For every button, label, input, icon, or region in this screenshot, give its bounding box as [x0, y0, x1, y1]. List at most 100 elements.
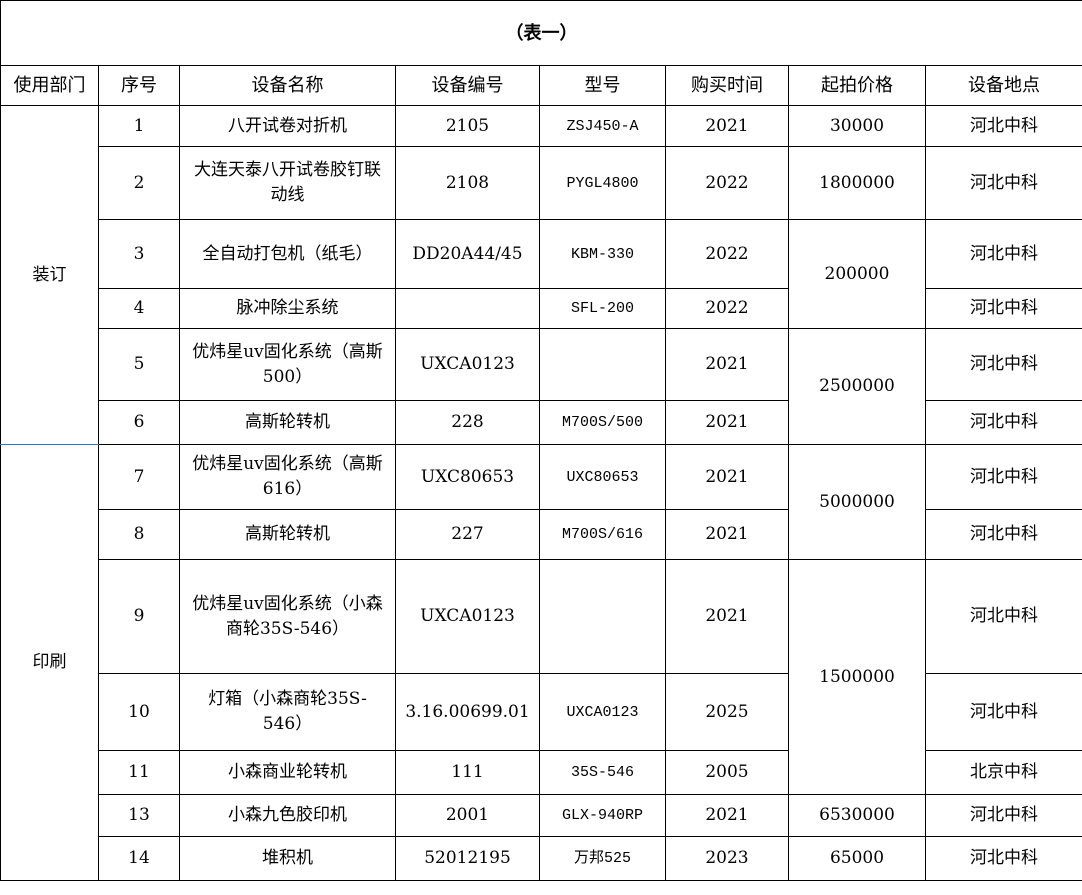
- column-header-5: 购买时间: [665, 65, 789, 106]
- purchase-year-cell: 2021: [665, 328, 789, 401]
- column-header-6: 起拍价格: [788, 65, 926, 106]
- model-cell: SFL-200: [539, 288, 666, 329]
- model-cell: M700S/616: [539, 509, 666, 560]
- column-header-7: 设备地点: [925, 65, 1082, 106]
- serial-number-cell: 14: [98, 836, 180, 881]
- location-cell: 河北中科: [925, 328, 1082, 401]
- starting-price-cell: 6530000: [788, 794, 926, 837]
- equipment-name-cell: 大连天泰八开试卷胶钉联动线: [179, 146, 396, 220]
- location-cell: 河北中科: [925, 836, 1082, 881]
- model-cell: [539, 559, 666, 674]
- purchase-year-cell: 2021: [665, 794, 789, 837]
- purchase-year-cell: 2022: [665, 219, 789, 289]
- table-row: 13 小森九色胶印机 2001 GLX-940RP 2021 6530000 河北中科: [1, 794, 1082, 837]
- location-cell: 河北中科: [925, 509, 1082, 560]
- location-cell: 河北中科: [925, 559, 1082, 674]
- purchase-year-cell: 2022: [665, 146, 789, 220]
- equipment-name-cell: 堆积机: [179, 836, 396, 881]
- purchase-year-cell: 2021: [665, 559, 789, 674]
- starting-price-cell: 1800000: [788, 146, 926, 220]
- serial-number-cell: 2: [98, 146, 180, 220]
- equipment-name-cell: 八开试卷对折机: [179, 105, 396, 147]
- serial-number-cell: 5: [98, 328, 180, 401]
- equipment-name-cell: 小森商业轮转机: [179, 750, 396, 795]
- model-cell: ZSJ450-A: [539, 105, 666, 147]
- table-row: 2 大连天泰八开试卷胶钉联动线 2108 PYGL4800 2022 1800000 河北中…: [1, 146, 1082, 220]
- equipment-code-cell: UXCA0123: [395, 328, 540, 401]
- equipment-code-cell: 3.16.00699.01: [395, 673, 540, 751]
- location-cell: 河北中科: [925, 288, 1082, 329]
- serial-number-cell: 3: [98, 219, 180, 289]
- equipment-code-cell: 111: [395, 750, 540, 795]
- serial-number-cell: 4: [98, 288, 180, 329]
- starting-price-cell: 2500000: [788, 328, 926, 445]
- equipment-code-cell: 228: [395, 400, 540, 445]
- table-row: 6 高斯轮转机 228 M700S/500 2021 河北中科: [1, 400, 1082, 445]
- location-cell: 北京中科: [925, 750, 1082, 795]
- purchase-year-cell: 2021: [665, 444, 789, 510]
- table-row: 4 脉冲除尘系统 SFL-200 2022 河北中科: [1, 288, 1082, 329]
- serial-number-cell: 8: [98, 509, 180, 560]
- equipment-code-cell: DD20A44/45: [395, 219, 540, 289]
- equipment-name-cell: 灯箱（小森商轮35S-546）: [179, 673, 396, 751]
- equipment-name-cell: 优炜星uv固化系统（小森商轮35S-546）: [179, 559, 396, 674]
- model-cell: [539, 328, 666, 401]
- starting-price-cell: 5000000: [788, 444, 926, 560]
- model-cell: 万邦525: [539, 836, 666, 881]
- serial-number-cell: 6: [98, 400, 180, 445]
- location-cell: 河北中科: [925, 673, 1082, 751]
- model-cell: M700S/500: [539, 400, 666, 445]
- table-row: 10 灯箱（小森商轮35S-546） 3.16.00699.01 UXCA0123 20…: [1, 673, 1082, 751]
- equipment-name-cell: 脉冲除尘系统: [179, 288, 396, 329]
- column-header-3: 设备编号: [395, 65, 540, 106]
- location-cell: 河北中科: [925, 105, 1082, 147]
- equipment-name-cell: 全自动打包机（纸毛）: [179, 219, 396, 289]
- equipment-name-cell: 优炜星uv固化系统（高斯500）: [179, 328, 396, 401]
- serial-number-cell: 13: [98, 794, 180, 837]
- column-header-4: 型号: [539, 65, 666, 106]
- table-row: 印刷 7 优炜星uv固化系统（高斯616） UXC80653 UXC80653 2021 5…: [0, 444, 1082, 881]
- table-row: 3 全自动打包机（纸毛） DD20A44/45 KBM-330 2022 200000 河北…: [1, 219, 1082, 329]
- table-row: 5 优炜星uv固化系统（高斯500） UXCA0123 2021 2500000 河北中科: [1, 328, 1082, 445]
- serial-number-cell: 9: [98, 559, 180, 674]
- purchase-year-cell: 2023: [665, 836, 789, 881]
- table-row: 装订 1 八开试卷对折机 2105 ZSJ450-A 2021 30000 河北中科: [0, 105, 1082, 445]
- model-cell: 35S-546: [539, 750, 666, 795]
- table-row: 8 高斯轮转机 227 M700S/616 2021 河北中科: [1, 509, 1082, 560]
- serial-number-cell: 10: [98, 673, 180, 751]
- serial-number-cell: 11: [98, 750, 180, 795]
- equipment-code-cell: [395, 288, 540, 329]
- purchase-year-cell: 2022: [665, 288, 789, 329]
- model-cell: UXC80653: [539, 444, 666, 510]
- equipment-code-cell: UXC80653: [395, 444, 540, 510]
- equipment-name-cell: 优炜星uv固化系统（高斯616）: [179, 444, 396, 510]
- equipment-code-cell: 227: [395, 509, 540, 560]
- table-row: 14 堆积机 52012195 万邦525 2023 65000 河北中科: [1, 836, 1082, 881]
- serial-number-cell: 1: [98, 105, 180, 147]
- location-cell: 河北中科: [925, 444, 1082, 510]
- model-cell: UXCA0123: [539, 673, 666, 751]
- column-header-2: 设备名称: [179, 65, 396, 106]
- equipment-code-cell: 2108: [395, 146, 540, 220]
- equipment-name-cell: 高斯轮转机: [179, 400, 396, 445]
- location-cell: 河北中科: [925, 794, 1082, 837]
- starting-price-cell: 200000: [788, 219, 926, 329]
- equipment-code-cell: 2105: [395, 105, 540, 147]
- location-cell: 河北中科: [925, 400, 1082, 445]
- department-cell: 印刷: [0, 444, 99, 881]
- purchase-year-cell: 2021: [665, 509, 789, 560]
- column-header-1: 序号: [98, 65, 180, 106]
- serial-number-cell: 7: [98, 444, 180, 510]
- equipment-code-cell: 2001: [395, 794, 540, 837]
- equipment-name-cell: 高斯轮转机: [179, 509, 396, 560]
- model-cell: GLX-940RP: [539, 794, 666, 837]
- purchase-year-cell: 2021: [665, 105, 789, 147]
- location-cell: 河北中科: [925, 146, 1082, 220]
- table-title: （表一）: [0, 0, 1082, 66]
- equipment-code-cell: 52012195: [395, 836, 540, 881]
- model-cell: PYGL4800: [539, 146, 666, 220]
- table-row: 9 优炜星uv固化系统（小森商轮35S-546） UXCA0123 2021 15000…: [1, 559, 1082, 795]
- model-cell: KBM-330: [539, 219, 666, 289]
- department-cell: 装订: [0, 105, 99, 445]
